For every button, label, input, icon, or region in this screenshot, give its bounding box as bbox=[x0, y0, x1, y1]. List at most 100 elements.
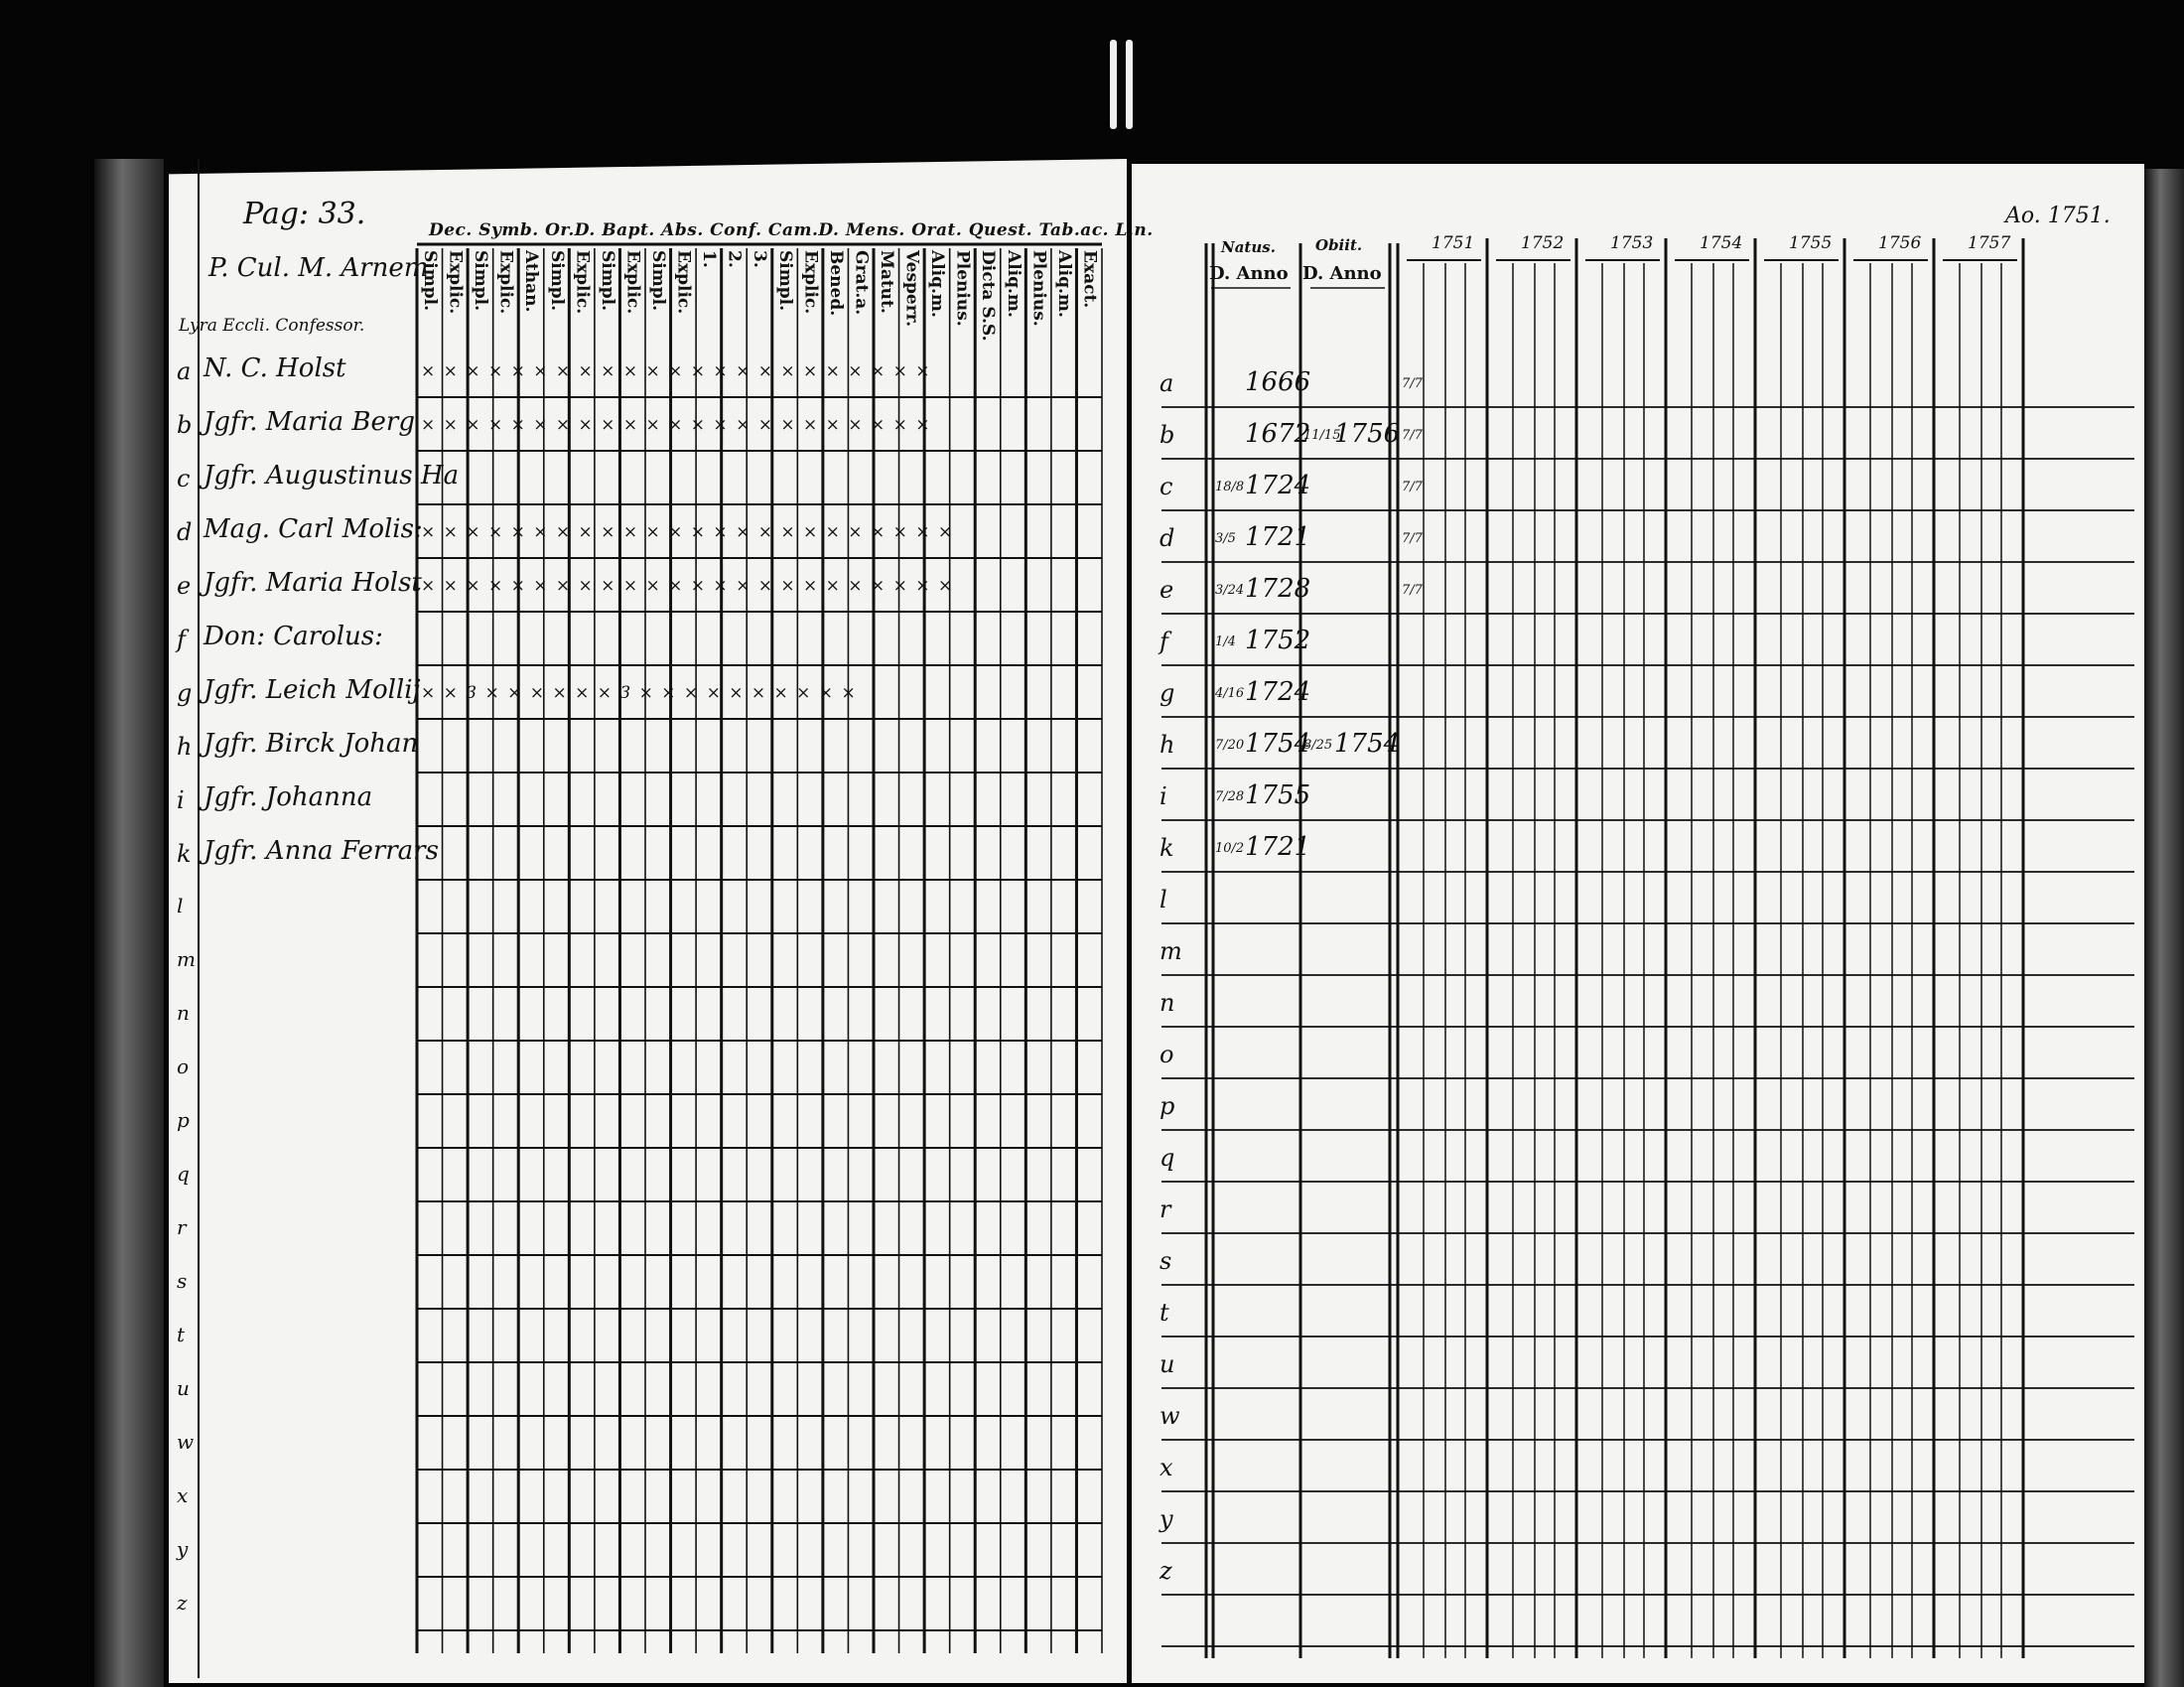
row-letter: q bbox=[1160, 1144, 1175, 1172]
natus-year: 1724 bbox=[1245, 677, 1311, 707]
year-header: 1753 bbox=[1610, 233, 1654, 253]
natus-day-year-label: D. Anno bbox=[1209, 263, 1289, 284]
column-header: Simpl. bbox=[774, 250, 795, 311]
column-header: 2. bbox=[724, 250, 745, 268]
catechism-marks: × × × × × × × × × × × × × × × × × × × × … bbox=[421, 415, 931, 435]
natus-day: 10/2 bbox=[1215, 841, 1245, 856]
catechism-marks: × × 3 × × × × × × 3 × × × × × × × × × × bbox=[421, 683, 858, 703]
natus-day: 7/28 bbox=[1215, 789, 1245, 804]
row-letter: x bbox=[1160, 1454, 1173, 1481]
heading-line: P. Cul. M. Arnem bbox=[208, 253, 429, 283]
person-name: Jgfr. Leich Mollij bbox=[204, 675, 421, 705]
row-letter: a bbox=[1160, 369, 1174, 397]
natus-year: 1672 bbox=[1245, 419, 1311, 449]
row-letter: r bbox=[1160, 1195, 1171, 1223]
catechism-marks: × × × × × × × × × × × × × × × × × × × × … bbox=[421, 576, 954, 596]
row-letter: c bbox=[177, 465, 191, 492]
margin-letter: o bbox=[177, 1054, 190, 1078]
column-header: Matut. bbox=[877, 250, 896, 314]
clip-mark bbox=[1126, 40, 1133, 129]
heading-line: Lyra Eccli. Confessor. bbox=[179, 316, 365, 336]
row-letter: h bbox=[177, 733, 193, 761]
column-header: Dicta S.S. bbox=[978, 250, 999, 342]
person-name: Jgfr. Maria Holst bbox=[204, 568, 422, 598]
natus-day: 18/8 bbox=[1215, 480, 1245, 494]
margin-letter: u bbox=[177, 1376, 190, 1400]
row-letter: e bbox=[177, 572, 192, 600]
column-header: Athan. bbox=[521, 250, 542, 313]
person-name: N. C. Holst bbox=[204, 353, 346, 383]
column-header: Simpl. bbox=[648, 250, 668, 311]
natus-day: 3/24 bbox=[1215, 583, 1245, 598]
natus-year: 1754 bbox=[1245, 729, 1311, 759]
row-letter: l bbox=[1160, 886, 1167, 914]
column-header: Exact. bbox=[1079, 250, 1100, 309]
column-header: Simpl. bbox=[597, 250, 617, 311]
row-letter: p bbox=[1160, 1092, 1175, 1120]
year-1751-mark: 7/7 bbox=[1402, 531, 1423, 546]
column-header: Aliq.m. bbox=[1053, 250, 1074, 318]
margin-letter: r bbox=[177, 1215, 187, 1239]
column-header: Explic. bbox=[622, 250, 643, 315]
margin-letter: l bbox=[177, 894, 184, 917]
column-header: Simpl. bbox=[546, 250, 567, 311]
row-letter: o bbox=[1160, 1041, 1174, 1068]
margin-letter: s bbox=[177, 1269, 188, 1293]
obiit-year: 1754 bbox=[1334, 729, 1401, 759]
row-letter: c bbox=[1160, 473, 1173, 500]
year-header: 1757 bbox=[1968, 233, 2011, 253]
book-edge-right bbox=[2144, 169, 2184, 1687]
row-letter: d bbox=[177, 518, 193, 546]
margin-letter: x bbox=[177, 1483, 189, 1507]
natus-year: 1721 bbox=[1245, 522, 1311, 552]
obiit-day: 8/25 bbox=[1303, 738, 1333, 753]
left-page bbox=[169, 159, 1127, 1683]
column-header: Explic. bbox=[673, 250, 694, 315]
row-letter: b bbox=[177, 411, 193, 439]
year-1751-mark: 7/7 bbox=[1402, 376, 1423, 391]
row-letter: g bbox=[1160, 679, 1175, 707]
natus-year: 1755 bbox=[1245, 780, 1311, 810]
person-name: Jgfr. Birck Johan bbox=[204, 729, 419, 759]
year-1751-mark: 7/7 bbox=[1402, 480, 1423, 494]
row-letter: g bbox=[177, 679, 193, 707]
margin-letter: p bbox=[177, 1108, 190, 1132]
row-letter: f bbox=[1160, 628, 1168, 655]
row-letter: f bbox=[177, 626, 186, 653]
column-header: Grat.a. bbox=[851, 250, 872, 316]
year-1751-mark: 7/7 bbox=[1402, 583, 1423, 598]
column-header: Explic. bbox=[445, 250, 466, 315]
person-name: Jgfr. Anna Ferrars bbox=[204, 836, 439, 866]
natus-year: 1721 bbox=[1245, 832, 1311, 862]
obiit-day: 11/15 bbox=[1303, 428, 1341, 443]
row-letter: s bbox=[1160, 1247, 1172, 1275]
row-letter: w bbox=[1160, 1402, 1180, 1430]
natus-year: 1728 bbox=[1245, 574, 1311, 604]
natus-year: 1666 bbox=[1245, 367, 1311, 397]
year-header: 1752 bbox=[1521, 233, 1565, 253]
row-letter: u bbox=[1160, 1350, 1175, 1378]
column-header: Simpl. bbox=[471, 250, 491, 311]
obiit-day-year-label: D. Anno bbox=[1302, 263, 1382, 284]
natus-header: Natus. bbox=[1221, 238, 1276, 256]
margin-letter: q bbox=[177, 1162, 190, 1186]
row-letter: d bbox=[1160, 524, 1175, 552]
book-edge-left bbox=[94, 159, 164, 1687]
natus-day: 4/16 bbox=[1215, 686, 1245, 701]
person-name: Mag. Carl Molis: bbox=[204, 514, 423, 544]
person-name: Don: Carolus: bbox=[204, 622, 383, 651]
person-name: Jgfr. Maria Berg bbox=[204, 407, 415, 437]
clip-mark bbox=[1110, 40, 1117, 129]
row-letter: n bbox=[1160, 989, 1175, 1017]
column-header: Aliq.m. bbox=[1003, 250, 1024, 318]
column-header: Bened. bbox=[825, 250, 846, 317]
row-letter: h bbox=[1160, 731, 1175, 759]
natus-year: 1724 bbox=[1245, 471, 1311, 500]
column-header: 1. bbox=[699, 250, 720, 268]
natus-day: 7/20 bbox=[1215, 738, 1245, 753]
column-header: Explic. bbox=[495, 250, 516, 315]
year-1751-mark: 7/7 bbox=[1402, 428, 1423, 443]
margin-letter: w bbox=[177, 1430, 195, 1454]
row-letter: t bbox=[1160, 1299, 1169, 1327]
